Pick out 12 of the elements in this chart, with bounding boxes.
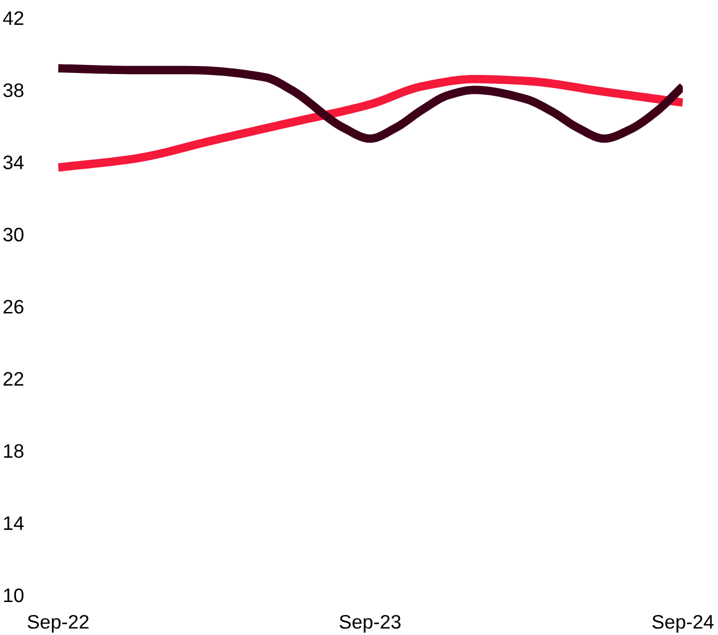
- x-tick-label: Sep-22: [28, 614, 89, 633]
- y-tick-label: 22: [4, 372, 24, 386]
- y-tick-label: 18: [4, 444, 24, 458]
- y-tick-label: 38: [3, 83, 24, 98]
- x-tick-label: Sep-24: [652, 614, 714, 633]
- y-tick-label: 30: [3, 228, 24, 242]
- y-tick-label: 14: [4, 516, 24, 530]
- y-tick-label: 10: [4, 588, 24, 602]
- y-tick-label: 34: [3, 156, 24, 170]
- y-tick-label: 42: [3, 11, 24, 25]
- x-tick-label: Sep-23: [340, 614, 401, 633]
- y-tick-label: 26: [4, 300, 24, 314]
